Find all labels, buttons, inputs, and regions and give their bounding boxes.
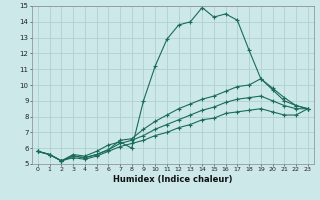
X-axis label: Humidex (Indice chaleur): Humidex (Indice chaleur): [113, 175, 233, 184]
